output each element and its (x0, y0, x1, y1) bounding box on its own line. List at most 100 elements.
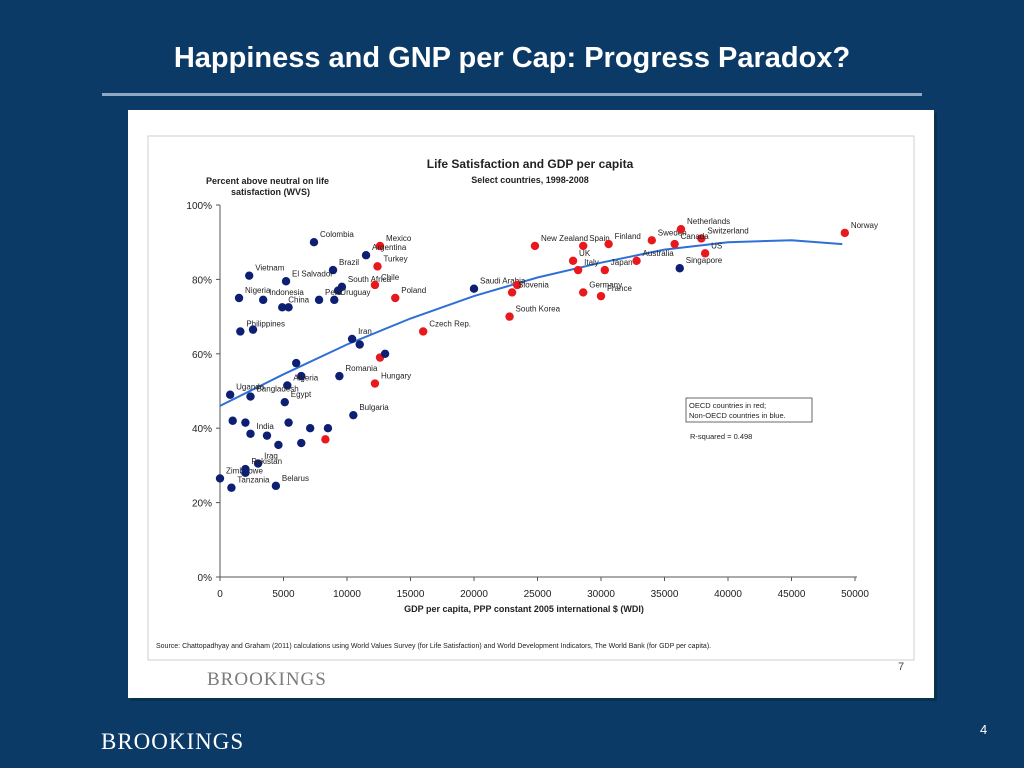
data-point (579, 241, 588, 251)
inner-brookings-logo: BROOKINGS (207, 669, 327, 690)
data-point (375, 241, 385, 251)
data-point (246, 392, 255, 401)
data-point (391, 293, 400, 303)
data-point (347, 334, 357, 344)
point-label: Spain (589, 234, 609, 243)
data-point (297, 438, 306, 448)
data-point (573, 265, 583, 275)
point-label: Colombia (320, 230, 354, 239)
point-label: Egypt (291, 390, 312, 399)
data-point (328, 265, 338, 275)
data-point (469, 284, 479, 293)
point-label: Poland (401, 286, 426, 295)
data-point (600, 265, 610, 275)
r-squared-text: R-squared = 0.498 (690, 432, 752, 441)
data-point (370, 379, 380, 388)
point-label: China (288, 295, 309, 304)
data-point (647, 236, 656, 245)
y-tick-label: 20% (192, 499, 212, 510)
y-tick-label: 60% (192, 350, 212, 361)
chart-title: Life Satisfaction and GDP per capita (427, 157, 634, 171)
legend-text: Non-OECD countries in blue. (689, 411, 786, 420)
point-label: South Africa (348, 275, 392, 284)
data-point (419, 327, 428, 336)
brookings-logo: BROOKINGS (101, 729, 245, 754)
point-label: Norway (851, 221, 878, 230)
x-tick-label: 20000 (460, 589, 488, 600)
slide-title: Happiness and GNP per Cap: Progress Para… (173, 42, 851, 74)
point-label: Singapore (686, 256, 723, 265)
data-point (274, 440, 283, 450)
source-note: Source: Chattopadhyay and Graham (2011) … (156, 643, 711, 650)
point-label: Bangladesh (256, 385, 298, 394)
point-label: Uruguay (340, 288, 370, 297)
point-label: Algeria (293, 373, 318, 382)
data-point (236, 327, 245, 336)
data-point (283, 381, 292, 390)
point-label: Uganda (236, 383, 265, 392)
legend-text: OECD countries in red; (689, 401, 766, 410)
data-point (700, 249, 710, 258)
point-label: New Zealand (541, 234, 588, 243)
legend-box (685, 397, 813, 423)
data-point (305, 424, 315, 433)
data-point (697, 234, 706, 243)
point-label: Peru (325, 288, 342, 297)
y-tick-label: 40% (192, 424, 212, 435)
point-label: US (711, 241, 722, 250)
y-tick-label: 0% (198, 573, 213, 584)
point-label: Philippines (246, 319, 285, 328)
data-point (380, 349, 390, 358)
data-point (670, 239, 679, 249)
point-label: Sweden (658, 228, 687, 237)
data-point (632, 256, 641, 265)
point-label: Turkey (383, 254, 407, 263)
data-point (335, 371, 344, 381)
data-point (284, 303, 293, 312)
x-tick-label: 40000 (714, 589, 742, 600)
point-label: Slovenia (518, 280, 549, 289)
y-tick-label: 100% (186, 201, 212, 212)
data-point (505, 312, 514, 321)
point-label: Australia (643, 249, 675, 258)
data-point (271, 481, 281, 491)
x-tick-label: 5000 (272, 589, 295, 600)
point-label: Hungary (381, 372, 411, 381)
point-label: Brazil (339, 258, 359, 267)
point-label: UK (579, 249, 591, 258)
data-point (840, 228, 850, 238)
point-label: India (256, 422, 274, 431)
point-label: El Salvador (292, 269, 333, 278)
point-label: Bulgaria (359, 403, 389, 412)
data-point (248, 325, 258, 334)
data-point (215, 474, 225, 483)
data-point (596, 291, 606, 301)
data-point (512, 280, 522, 290)
data-point (241, 468, 250, 478)
point-label: Japan (611, 258, 633, 267)
data-point (507, 288, 517, 297)
x-tick-label: 35000 (651, 589, 679, 600)
data-point (246, 429, 255, 438)
data-point (321, 435, 330, 444)
data-point (245, 271, 254, 280)
point-label: Saudi Arabia (480, 277, 526, 286)
x-tick-label: 10000 (333, 589, 361, 600)
point-label: Pakistan (251, 457, 282, 466)
x-tick-label: 50000 (841, 589, 869, 600)
slide-page-number: 4 (980, 722, 988, 737)
point-label: Romania (345, 364, 378, 373)
data-point (309, 238, 319, 247)
point-label: Chile (381, 273, 400, 282)
data-point (349, 410, 358, 420)
point-label: Belarus (282, 474, 309, 483)
data-point (323, 424, 333, 433)
point-label: Nigeria (245, 286, 271, 295)
x-tick-label: 0 (217, 589, 223, 600)
data-point (281, 277, 291, 286)
point-label: Germany (589, 280, 622, 289)
data-point (568, 256, 578, 265)
point-label: Canada (681, 232, 710, 241)
x-tick-label: 15000 (397, 589, 425, 600)
